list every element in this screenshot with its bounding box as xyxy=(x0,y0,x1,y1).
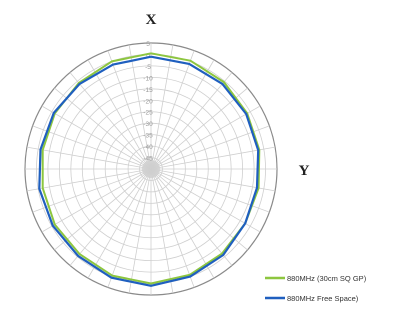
series-lines xyxy=(38,52,261,287)
grid-spoke xyxy=(150,168,261,233)
series-line-2 xyxy=(38,55,260,287)
axis-label-x: X xyxy=(146,12,157,28)
grid-spoke xyxy=(32,125,152,170)
grid-spoke xyxy=(87,168,152,279)
radial-tick-label: 5 xyxy=(146,41,150,48)
grid-spoke xyxy=(150,105,261,170)
grid-spoke xyxy=(128,168,152,294)
radial-tick-label: -5 xyxy=(145,64,151,71)
grid-spoke xyxy=(150,44,174,170)
grid-spoke xyxy=(128,44,152,170)
radial-tick-label: -10 xyxy=(143,75,153,82)
radial-tick-labels: 5 0 -5 -10 -15 -20 -25 -30 -35 -40 -45 xyxy=(143,41,153,163)
grid-spoke xyxy=(150,59,215,170)
grid-spoke xyxy=(54,168,152,251)
grid-spoke xyxy=(26,168,152,192)
grid-spoke xyxy=(150,168,270,213)
grid-spoke xyxy=(41,168,152,233)
grid-spoke xyxy=(54,87,152,170)
grid-spoke xyxy=(32,168,152,213)
radial-tick-label: -40 xyxy=(143,144,153,151)
legend: 880MHz (30cm SQ GP) 880MHz Free Space) xyxy=(265,274,367,303)
grid-spoke xyxy=(150,72,233,170)
grid-spoke xyxy=(150,168,174,294)
grid-spoke xyxy=(150,87,248,170)
radial-tick-label: -15 xyxy=(143,87,153,94)
radial-tick-label: -20 xyxy=(143,98,153,105)
radial-tick-label: -25 xyxy=(143,110,153,117)
grid-spoke xyxy=(150,168,276,192)
grid-spoke xyxy=(150,168,233,266)
grid-spoke xyxy=(150,168,215,279)
grid-spoke xyxy=(107,168,152,288)
grid-spoke xyxy=(150,50,195,170)
grid-spoke xyxy=(41,105,152,170)
grid-spoke xyxy=(69,168,152,266)
grid-spoke xyxy=(107,50,152,170)
radial-tick-label: -35 xyxy=(143,133,153,140)
grid-spoke xyxy=(150,168,248,251)
axis-label-y: Y xyxy=(299,163,310,179)
radial-tick-label: -45 xyxy=(143,156,153,163)
radial-tick-label: 0 xyxy=(146,52,150,59)
radial-tick-label: -30 xyxy=(143,121,153,128)
grid-spoke xyxy=(69,72,152,170)
legend-label-series-2: 880MHz Free Space) xyxy=(287,294,359,303)
polar-grid xyxy=(24,42,278,296)
grid-spoke xyxy=(150,146,276,170)
legend-label-series-1: 880MHz (30cm SQ GP) xyxy=(287,274,367,283)
grid-spoke xyxy=(150,168,195,288)
grid-spoke xyxy=(87,59,152,170)
grid-spoke xyxy=(150,125,270,170)
grid-spoke xyxy=(26,146,152,170)
